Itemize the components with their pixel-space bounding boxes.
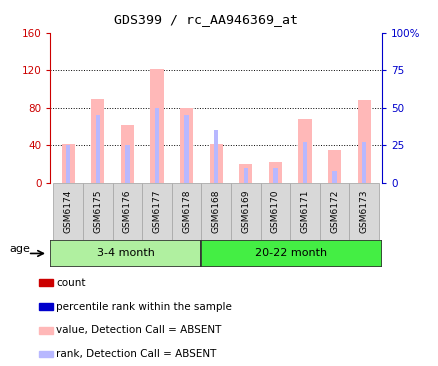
Bar: [39, 303, 53, 310]
Bar: [332, 171, 336, 183]
Bar: [302, 142, 307, 183]
Bar: [66, 146, 71, 183]
Bar: [113, 183, 142, 240]
Bar: [125, 146, 129, 183]
Bar: [39, 351, 53, 358]
Bar: [272, 168, 277, 183]
Bar: [171, 183, 201, 240]
Bar: [209, 143, 223, 183]
Bar: [95, 116, 100, 183]
Text: GSM6170: GSM6170: [270, 190, 279, 233]
Bar: [50, 240, 201, 267]
Bar: [290, 183, 319, 240]
Bar: [83, 183, 113, 240]
Text: GSM6171: GSM6171: [300, 190, 309, 233]
Text: 20-22 month: 20-22 month: [255, 249, 327, 258]
Bar: [39, 327, 53, 334]
Bar: [361, 142, 366, 183]
Bar: [201, 240, 381, 267]
Bar: [243, 168, 247, 183]
Bar: [357, 100, 370, 183]
Text: value, Detection Call = ABSENT: value, Detection Call = ABSENT: [56, 325, 221, 335]
Text: GSM6174: GSM6174: [64, 190, 73, 233]
Text: GSM6176: GSM6176: [123, 190, 132, 233]
Bar: [230, 183, 260, 240]
Text: GSM6175: GSM6175: [93, 190, 102, 233]
Bar: [319, 183, 349, 240]
Text: age: age: [9, 244, 30, 254]
Bar: [201, 183, 230, 240]
Bar: [39, 279, 53, 286]
Bar: [61, 143, 75, 183]
Text: GDS399 / rc_AA946369_at: GDS399 / rc_AA946369_at: [114, 13, 298, 26]
Bar: [268, 163, 281, 183]
Bar: [155, 108, 159, 183]
Bar: [180, 108, 193, 183]
Text: GSM6173: GSM6173: [359, 190, 368, 233]
Bar: [184, 116, 188, 183]
Text: rank, Detection Call = ABSENT: rank, Detection Call = ABSENT: [56, 349, 216, 359]
Bar: [213, 130, 218, 183]
Bar: [91, 98, 104, 183]
Bar: [120, 125, 134, 183]
Bar: [327, 150, 340, 183]
Text: GSM6168: GSM6168: [211, 190, 220, 233]
Bar: [260, 183, 290, 240]
Bar: [150, 68, 163, 183]
Bar: [53, 183, 83, 240]
Text: count: count: [56, 278, 85, 288]
Text: GSM6172: GSM6172: [329, 190, 338, 233]
Bar: [142, 183, 171, 240]
Text: GSM6177: GSM6177: [152, 190, 161, 233]
Bar: [239, 164, 252, 183]
Text: GSM6178: GSM6178: [182, 190, 191, 233]
Text: 3-4 month: 3-4 month: [97, 249, 155, 258]
Text: percentile rank within the sample: percentile rank within the sample: [56, 302, 232, 311]
Bar: [349, 183, 378, 240]
Bar: [298, 119, 311, 183]
Text: GSM6169: GSM6169: [241, 190, 250, 233]
